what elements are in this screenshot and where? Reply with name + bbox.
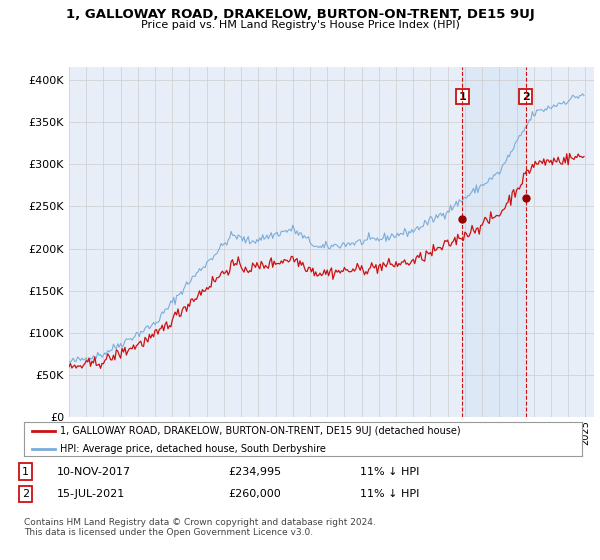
Text: 15-JUL-2021: 15-JUL-2021	[57, 489, 125, 499]
Text: 1, GALLOWAY ROAD, DRAKELOW, BURTON-ON-TRENT, DE15 9UJ: 1, GALLOWAY ROAD, DRAKELOW, BURTON-ON-TR…	[65, 8, 535, 21]
Text: £260,000: £260,000	[228, 489, 281, 499]
Text: £234,995: £234,995	[228, 466, 281, 477]
Text: 11% ↓ HPI: 11% ↓ HPI	[360, 489, 419, 499]
Text: Contains HM Land Registry data © Crown copyright and database right 2024.
This d: Contains HM Land Registry data © Crown c…	[24, 518, 376, 538]
Text: 2: 2	[22, 489, 29, 499]
Bar	[463, 67, 526, 417]
Text: 2: 2	[522, 92, 530, 102]
Text: HPI: Average price, detached house, South Derbyshire: HPI: Average price, detached house, Sout…	[60, 444, 326, 454]
Text: 1: 1	[458, 92, 466, 102]
Text: Price paid vs. HM Land Registry's House Price Index (HPI): Price paid vs. HM Land Registry's House …	[140, 20, 460, 30]
Text: 11% ↓ HPI: 11% ↓ HPI	[360, 466, 419, 477]
Text: 10-NOV-2017: 10-NOV-2017	[57, 466, 131, 477]
Text: 1, GALLOWAY ROAD, DRAKELOW, BURTON-ON-TRENT, DE15 9UJ (detached house): 1, GALLOWAY ROAD, DRAKELOW, BURTON-ON-TR…	[60, 426, 461, 436]
Text: 1: 1	[22, 466, 29, 477]
